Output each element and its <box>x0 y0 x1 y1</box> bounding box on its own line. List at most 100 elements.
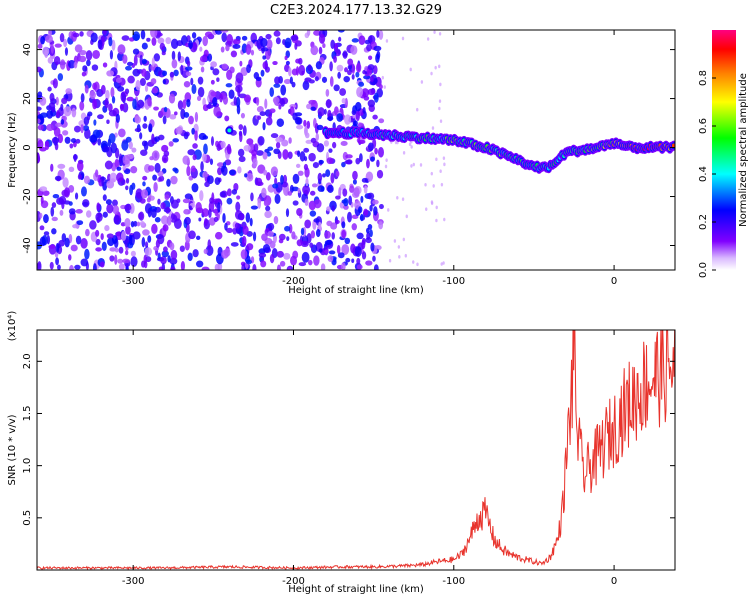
noise-speckle <box>82 199 90 208</box>
noise-speckle <box>358 81 365 87</box>
noise-speckle <box>168 141 174 147</box>
noise-speckle <box>151 223 158 235</box>
noise-speckle <box>328 250 336 255</box>
noise-speckle <box>84 128 91 140</box>
noise-speckle <box>50 43 54 54</box>
x-tick-label: -100 <box>442 576 465 587</box>
noise-speckle <box>260 260 267 268</box>
noise-speckle <box>40 36 46 45</box>
noise-speckle <box>442 156 446 160</box>
noise-speckle <box>161 144 169 153</box>
noise-speckle <box>221 63 228 70</box>
spectrogram-y-label: Frequency (Hz) <box>7 112 18 188</box>
noise-speckle <box>412 162 415 167</box>
noise-speckle <box>238 124 244 131</box>
noise-speckle <box>235 96 241 108</box>
noise-speckle <box>284 55 288 61</box>
noise-speckle <box>378 118 385 124</box>
colorbar-tick-label: 0.6 <box>698 118 709 134</box>
noise-speckle <box>51 136 60 144</box>
noise-speckle <box>439 82 442 87</box>
noise-speckle <box>327 116 334 121</box>
noise-speckle <box>209 158 214 165</box>
noise-speckle <box>46 109 54 119</box>
noise-speckle <box>110 142 117 154</box>
noise-speckle <box>204 181 210 188</box>
noise-speckle <box>76 220 84 226</box>
noise-speckle <box>335 195 341 200</box>
noise-speckle <box>163 150 170 157</box>
noise-speckle <box>61 97 68 105</box>
noise-speckle <box>210 136 214 146</box>
noise-speckle <box>419 163 423 167</box>
noise-speckle <box>57 73 64 82</box>
noise-speckle <box>393 239 397 243</box>
noise-speckle <box>308 99 316 105</box>
noise-speckle <box>144 84 149 92</box>
noise-speckle <box>124 204 132 211</box>
noise-speckle <box>343 75 351 83</box>
noise-speckle <box>239 60 243 67</box>
noise-speckle <box>212 198 221 203</box>
snr-series-line <box>37 330 675 570</box>
noise-speckle <box>351 258 355 264</box>
y-tick-label: -20 <box>22 188 33 204</box>
noise-speckle <box>430 171 433 176</box>
noise-speckle <box>347 69 352 76</box>
noise-speckle <box>117 258 124 264</box>
y-tick-label: 2.0 <box>22 353 33 369</box>
noise-speckle <box>196 235 201 241</box>
noise-speckle <box>442 261 445 265</box>
noise-speckle <box>204 218 208 227</box>
noise-speckle <box>376 169 384 179</box>
noise-speckle <box>252 158 258 168</box>
noise-speckle <box>43 214 49 224</box>
noise-speckle <box>151 86 159 94</box>
noise-speckle <box>318 46 323 55</box>
noise-speckle <box>150 78 157 85</box>
noise-speckle <box>216 143 222 152</box>
noise-speckle <box>207 53 213 62</box>
noise-speckle <box>331 205 336 212</box>
noise-speckle <box>104 97 109 109</box>
noise-speckle <box>112 205 120 215</box>
noise-speckle <box>140 189 149 199</box>
noise-speckle <box>355 62 362 73</box>
noise-speckle <box>169 257 178 265</box>
noise-speckle <box>141 42 148 50</box>
noise-speckle <box>438 31 442 36</box>
noise-speckle <box>138 211 145 221</box>
snr-y-axis: 0.5 1.0 1.5 2.0 <box>22 353 675 526</box>
noise-speckle <box>266 151 272 157</box>
noise-speckle <box>255 76 262 82</box>
noise-speckle <box>373 92 379 103</box>
noise-speckle <box>202 97 206 107</box>
noise-speckle <box>273 215 279 225</box>
noise-speckle <box>135 79 141 91</box>
noise-speckle <box>240 112 245 119</box>
noise-speckle <box>379 84 383 90</box>
noise-speckle <box>153 53 161 62</box>
noise-speckle <box>143 254 148 264</box>
noise-speckle <box>237 166 242 174</box>
noise-speckle <box>338 36 342 42</box>
noise-speckle <box>240 66 248 77</box>
noise-speckle <box>163 246 168 253</box>
noise-speckle <box>139 132 143 140</box>
noise-speckle <box>201 208 210 217</box>
noise-speckle <box>174 168 179 174</box>
noise-speckle <box>226 227 234 234</box>
noise-speckle <box>106 119 110 124</box>
noise-speckle <box>84 248 90 260</box>
noise-speckle <box>194 130 198 141</box>
noise-speckle <box>109 255 115 262</box>
noise-speckle <box>315 61 322 70</box>
noise-speckle <box>353 120 358 127</box>
noise-speckle <box>128 141 133 150</box>
noise-speckle <box>273 30 281 37</box>
noise-speckle <box>233 96 237 106</box>
noise-speckle <box>249 217 253 227</box>
noise-speckle <box>433 30 436 34</box>
noise-speckle <box>356 264 363 270</box>
noise-speckle <box>191 182 199 193</box>
